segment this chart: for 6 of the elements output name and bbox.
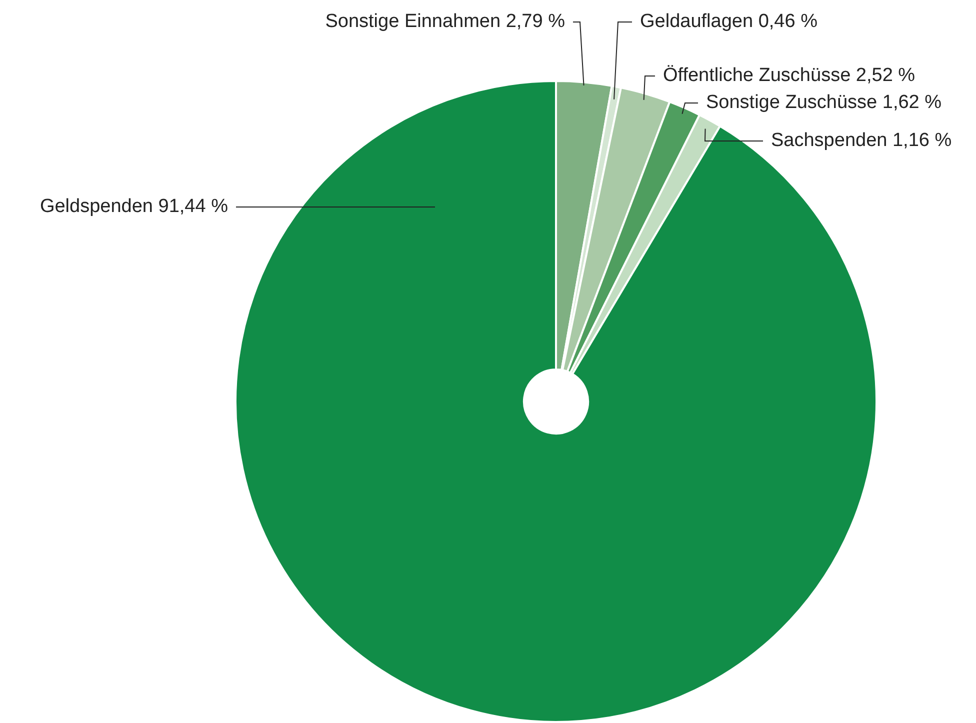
slice-label: Geldspenden 91,44 %: [40, 196, 228, 218]
slice-label: Öffentliche Zuschüsse 2,52 %: [663, 65, 916, 86]
slice-label: Sachspenden 1,16 %: [771, 130, 952, 152]
slice-label: Sonstige Einnahmen 2,79 %: [325, 11, 566, 32]
slice-label: Sonstige Zuschüsse 1,62 %: [706, 92, 942, 114]
slice-label: Geldauflagen 0,46 %: [640, 11, 818, 32]
